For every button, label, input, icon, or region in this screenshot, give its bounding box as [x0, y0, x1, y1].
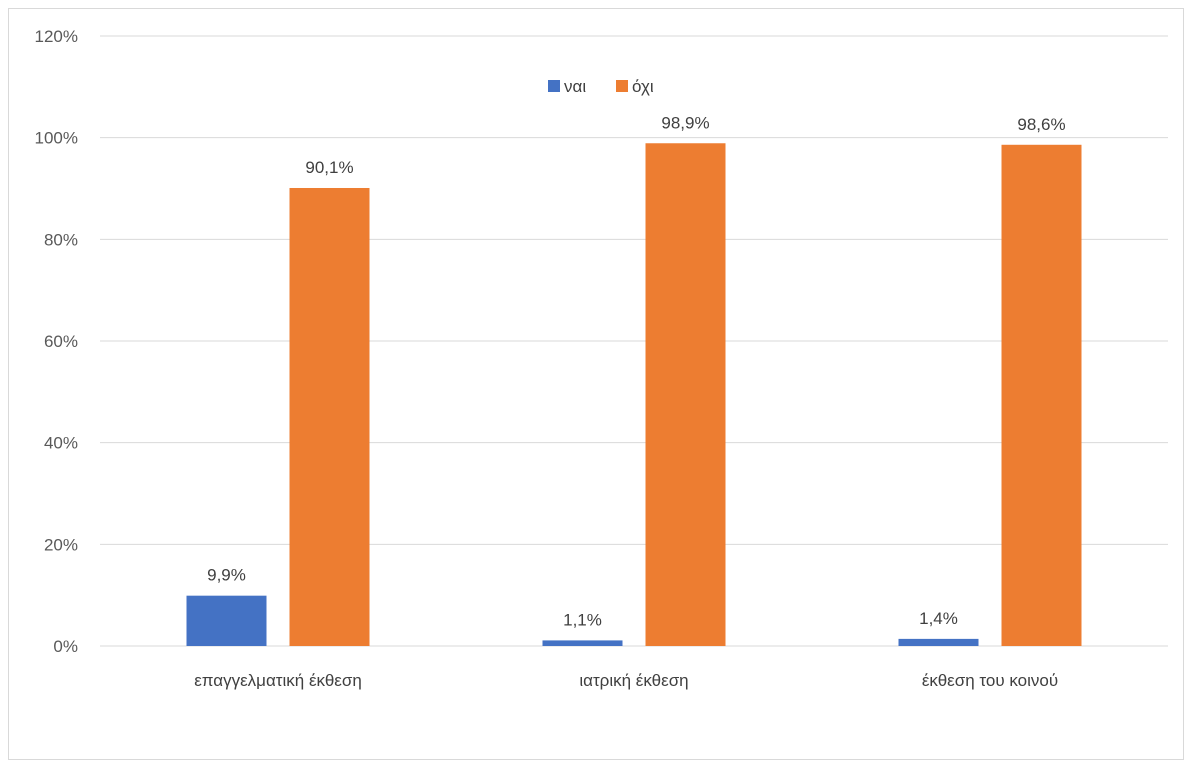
bar-yes: [898, 638, 979, 646]
y-tick-label: 60%: [44, 332, 78, 351]
data-labels: 9,9% 90,1% 1,1% 98,9% 1,4% 98,6%: [207, 113, 1065, 629]
bar-yes: [186, 595, 267, 646]
legend-label: ναι: [564, 77, 586, 96]
y-axis-tick-labels: 0% 20% 40% 60% 80% 100% 120%: [35, 27, 78, 656]
data-label: 9,9%: [207, 566, 246, 585]
legend-item: ναι: [548, 77, 586, 96]
data-label: 90,1%: [305, 158, 353, 177]
data-label: 98,6%: [1017, 115, 1065, 134]
gridlines: [100, 35, 1168, 647]
x-axis-category-labels: επαγγελματική έκθεση ιατρική έκθεση έκθεση…: [194, 671, 1058, 690]
y-tick-label: 80%: [44, 230, 78, 249]
y-tick-label: 20%: [44, 535, 78, 554]
data-label: 1,4%: [919, 609, 958, 628]
y-tick-label: 40%: [44, 434, 78, 453]
category-label: επαγγελματική έκθεση: [194, 671, 362, 690]
legend-label: όχι: [632, 77, 654, 96]
y-tick-label: 120%: [35, 27, 78, 46]
bar-no: [289, 187, 370, 646]
y-tick-label: 100%: [35, 129, 78, 148]
y-tick-label: 0%: [53, 637, 78, 656]
legend-swatch: [548, 80, 560, 92]
bar-yes: [542, 640, 623, 646]
bar-no: [1001, 144, 1082, 647]
category-label: ιατρική έκθεση: [579, 671, 688, 690]
legend-swatch: [616, 80, 628, 92]
data-label: 1,1%: [563, 610, 602, 629]
legend-item: όχι: [616, 77, 654, 96]
category-label: έκθεση του κοινού: [922, 671, 1058, 690]
bar-no: [645, 143, 726, 646]
data-label: 98,9%: [661, 113, 709, 132]
legend: ναι όχι: [548, 77, 654, 96]
bars: [186, 143, 1082, 647]
